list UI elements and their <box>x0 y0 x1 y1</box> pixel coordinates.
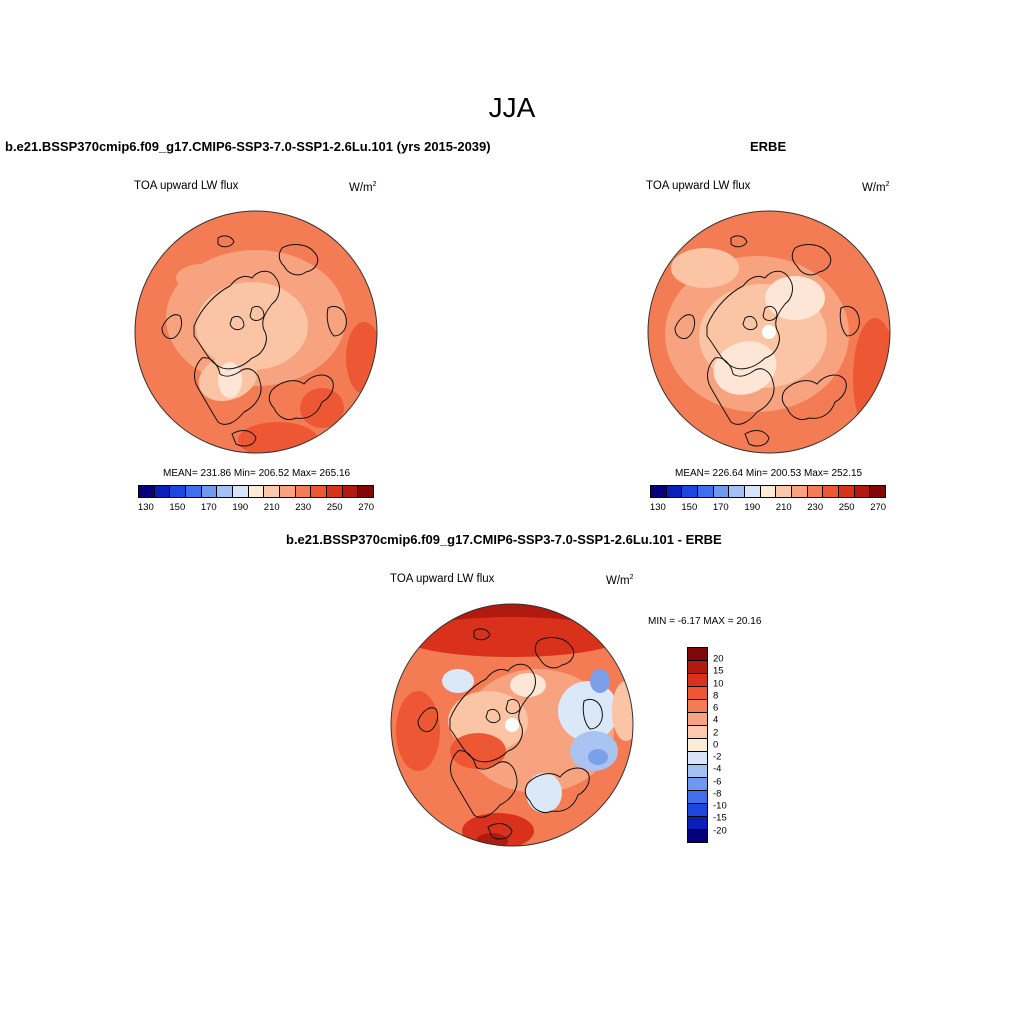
colorbar-tick-label: 6 <box>713 702 719 714</box>
colorbar-swatch <box>854 486 871 497</box>
colorbar-tick-label: 270 <box>358 502 375 513</box>
colorbar-swatch <box>823 486 840 497</box>
colorbar-swatch <box>217 486 234 497</box>
colorbar-swatch <box>342 486 359 497</box>
colorbar-tick-label: 210 <box>263 502 280 513</box>
colorbar-tick-label: -8 <box>713 788 722 800</box>
diff-polar-map <box>390 603 634 847</box>
colorbar-tick-label: 190 <box>744 502 761 513</box>
colorbar-tick-label: 4 <box>713 714 719 726</box>
colorbar-tick-label: 150 <box>169 502 186 513</box>
colorbar-swatch <box>139 486 155 497</box>
colorbar-tick-label: 10 <box>713 678 724 690</box>
model-field-label: TOA upward LW flux <box>134 180 239 192</box>
diff-stats: MIN = -6.17 MAX = 20.16 <box>648 616 762 627</box>
colorbar-tick-label: 2 <box>713 727 719 739</box>
colorbar-swatch <box>154 486 171 497</box>
colorbar-swatch <box>688 752 707 765</box>
colorbar-tick-label: 0 <box>713 739 719 751</box>
diff-unit-label: W/m2 <box>606 574 634 587</box>
colorbar-swatch <box>688 739 707 752</box>
obs-polar-map <box>647 210 891 454</box>
colorbar-tick-label: 8 <box>713 690 719 702</box>
colorbar-swatch <box>688 791 707 804</box>
colorbar-tick-label: 20 <box>713 653 724 665</box>
colorbar-swatch <box>807 486 824 497</box>
colorbar-tick-label: -10 <box>713 800 727 812</box>
main-title: JJA <box>488 92 536 123</box>
diff-field-label: TOA upward LW flux <box>390 573 495 585</box>
colorbar-tick-label: -15 <box>713 812 727 824</box>
colorbar-tick-label: 190 <box>232 502 249 513</box>
colorbar-tick-label: -20 <box>713 825 727 837</box>
colorbar-tick-label: 270 <box>870 502 887 513</box>
colorbar-swatch <box>170 486 187 497</box>
colorbar-swatch <box>870 486 886 497</box>
colorbar-swatch <box>688 687 707 700</box>
colorbar-tick-label: 130 <box>649 502 666 513</box>
model-stats: MEAN= 231.86 Min= 206.52 Max= 265.16 <box>163 468 351 479</box>
obs-field-label: TOA upward LW flux <box>646 180 751 192</box>
colorbar-tick-label: -2 <box>713 751 722 763</box>
colorbar-swatch <box>792 486 808 497</box>
colorbar-swatch <box>682 486 699 497</box>
colorbar-tick-label: 210 <box>775 502 792 513</box>
colorbar-swatch <box>698 486 714 497</box>
colorbar-swatch <box>688 765 707 778</box>
colorbar-swatch <box>839 486 855 497</box>
colorbar-swatch <box>688 830 707 842</box>
colorbar-swatch <box>688 778 707 791</box>
colorbar-swatch <box>729 486 746 497</box>
model-colorbar <box>138 485 374 498</box>
colorbar-swatch <box>776 486 793 497</box>
colorbar-swatch <box>201 486 218 497</box>
colorbar-swatch <box>688 648 707 661</box>
colorbar-swatch <box>358 486 374 497</box>
colorbar-tick-label: 130 <box>137 502 154 513</box>
colorbar-swatch <box>713 486 730 497</box>
colorbar-swatch <box>233 486 249 497</box>
colorbar-swatch <box>666 486 683 497</box>
model-polar-map <box>134 210 378 454</box>
colorbar-tick-label: 170 <box>200 502 217 513</box>
colorbar-swatch <box>688 817 707 830</box>
obs-stats: MEAN= 226.64 Min= 200.53 Max= 252.15 <box>675 468 863 479</box>
colorbar-tick-label: -6 <box>713 776 722 788</box>
colorbar-swatch <box>688 674 707 687</box>
obs-unit-label: W/m2 <box>862 181 890 194</box>
colorbar-tick-label: 230 <box>295 502 312 513</box>
colorbar-tick-label: 150 <box>681 502 698 513</box>
colorbar-swatch <box>280 486 296 497</box>
colorbar-swatch <box>651 486 667 497</box>
diff-panel-title: b.e21.BSSP370cmip6.f09_g17.CMIP6-SSP3-7.… <box>286 532 722 547</box>
colorbar-tick-label: 250 <box>326 502 343 513</box>
colorbar-swatch <box>688 713 707 726</box>
colorbar-swatch <box>688 804 707 817</box>
colorbar-swatch <box>264 486 281 497</box>
colorbar-swatch <box>688 661 707 674</box>
colorbar-swatch <box>327 486 343 497</box>
colorbar-swatch <box>295 486 312 497</box>
colorbar-tick-label: -4 <box>713 763 722 775</box>
colorbar-swatch <box>688 700 707 713</box>
model-panel-title: b.e21.BSSP370cmip6.f09_g17.CMIP6-SSP3-7.… <box>5 139 491 154</box>
colorbar-swatch <box>186 486 202 497</box>
colorbar-swatch <box>248 486 265 497</box>
colorbar-tick-label: 230 <box>807 502 824 513</box>
obs-panel-title: ERBE <box>750 139 787 154</box>
diff-colorbar <box>687 647 708 843</box>
obs-colorbar <box>650 485 886 498</box>
colorbar-tick-label: 250 <box>838 502 855 513</box>
colorbar-swatch <box>311 486 328 497</box>
colorbar-swatch <box>688 726 707 739</box>
colorbar-tick-label: 170 <box>712 502 729 513</box>
colorbar-tick-label: 15 <box>713 665 724 677</box>
colorbar-swatch <box>760 486 777 497</box>
colorbar-swatch <box>745 486 761 497</box>
model-unit-label: W/m2 <box>349 181 377 194</box>
